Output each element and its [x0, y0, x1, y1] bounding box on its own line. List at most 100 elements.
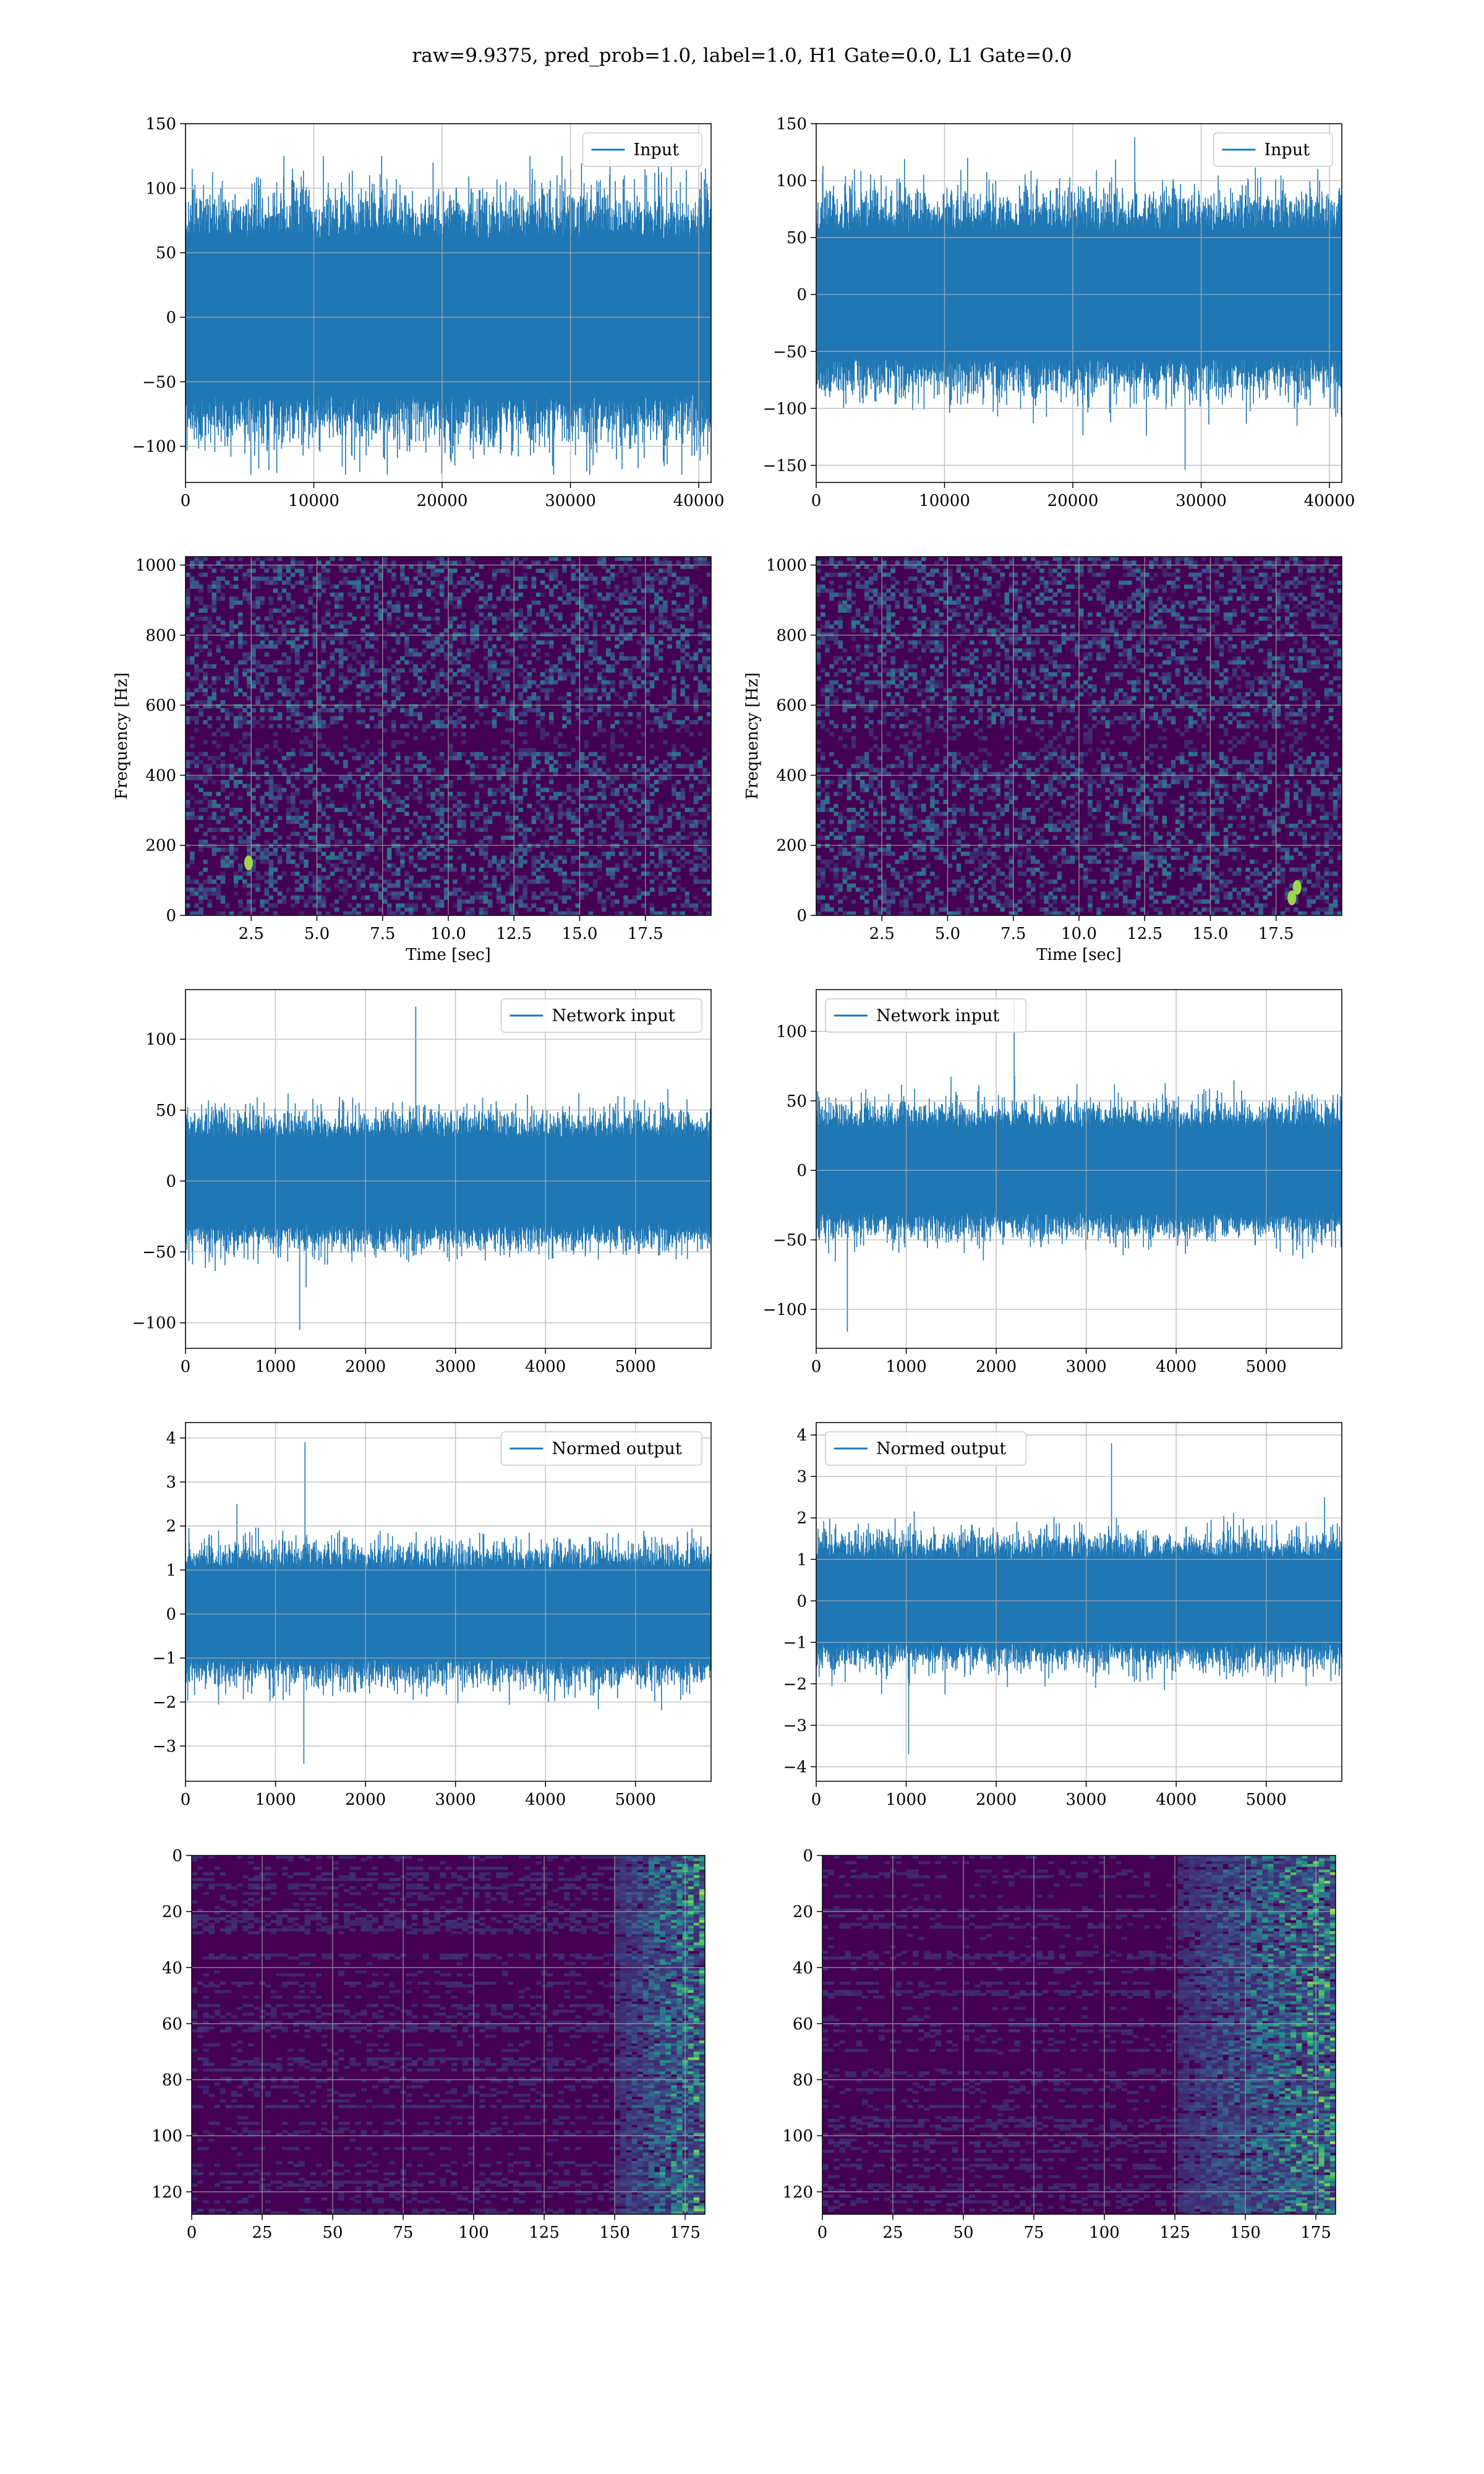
spectrogram-cell	[514, 779, 519, 784]
spectrogram-cell	[821, 820, 825, 824]
spectrogram-cell	[216, 887, 221, 892]
spectrogram-cell	[916, 604, 922, 609]
legend-box	[582, 132, 702, 167]
spectrogram-cell	[821, 612, 825, 617]
x-tick-label: 12.5	[496, 925, 532, 943]
spectrogram-cell	[579, 787, 585, 792]
spectrogram-cell	[338, 624, 344, 629]
spectrogram-cell	[277, 620, 283, 625]
spectrogram-cell	[571, 588, 576, 593]
spectrogram-cell	[365, 596, 370, 601]
spectrogram-cell	[242, 907, 247, 912]
spectrogram-cell	[352, 616, 357, 621]
spectrogram-cell	[426, 560, 432, 565]
spectrogram-cell	[654, 787, 659, 792]
spectrogram-cell	[264, 632, 270, 637]
spectrogram-cell	[903, 867, 909, 872]
spectrogram-cell	[706, 815, 711, 820]
spectrogram-cell	[610, 688, 615, 693]
spectrogram-cell	[676, 660, 681, 665]
spectrogram-cell	[190, 656, 195, 661]
spectrogram-cell	[404, 880, 409, 884]
spectrogram-cell	[247, 704, 252, 709]
spectrogram-cell	[873, 700, 878, 704]
spectrogram-cell	[816, 652, 821, 657]
spectrogram-cell	[317, 736, 322, 740]
spectrogram-cell	[448, 815, 453, 820]
spectrogram-cell	[882, 851, 887, 856]
spectrogram-cell	[632, 867, 638, 872]
spectrogram-cell	[461, 732, 466, 737]
spectrogram-cell	[886, 847, 891, 852]
spectrogram-cell	[360, 743, 365, 748]
spectrogram-cell	[470, 907, 475, 912]
spectrogram-cell	[330, 823, 335, 828]
spectrogram-cell	[492, 880, 497, 884]
spectrogram-cell	[886, 911, 891, 915]
spectrogram-cell	[352, 644, 357, 649]
spectrogram-cell	[325, 676, 331, 681]
spectrogram-cell	[921, 903, 926, 908]
spectrogram-cell	[207, 776, 212, 781]
spectrogram-cell	[571, 748, 576, 753]
spectrogram-cell	[264, 839, 270, 844]
spectrogram-cell	[672, 660, 676, 665]
spectrogram-cell	[203, 660, 208, 665]
spectrogram-cell	[895, 644, 900, 649]
spectrogram-cell	[220, 724, 226, 729]
spectrogram-cell	[216, 743, 221, 748]
spectrogram-cell	[601, 576, 607, 581]
spectrogram-cell	[233, 692, 239, 697]
spectrogram-cell	[825, 688, 830, 693]
spectrogram-cell	[277, 680, 283, 685]
spectrogram-cell	[422, 903, 427, 908]
spectrogram-cell	[291, 600, 296, 605]
spectrogram-cell	[247, 596, 252, 601]
spectrogram-cell	[531, 855, 537, 860]
spectrogram-cell	[457, 907, 462, 912]
spectrogram-cell	[575, 596, 580, 601]
spectrogram-cell	[527, 748, 532, 753]
spectrogram-cell	[916, 855, 922, 860]
spectrogram-cell	[492, 568, 497, 573]
spectrogram-cell	[584, 564, 589, 569]
spectrogram-cell	[264, 772, 270, 776]
spectrogram-cell	[304, 800, 309, 805]
spectrogram-cell	[672, 700, 676, 704]
spectrogram-cell	[697, 732, 703, 737]
spectrogram-cell	[317, 572, 322, 577]
spectrogram-cell	[522, 751, 527, 756]
spectrogram-cell	[566, 839, 571, 844]
spectrogram-cell	[453, 811, 458, 816]
spectrogram-cell	[632, 692, 638, 697]
spectrogram-cell	[522, 891, 527, 896]
spectrogram-cell	[409, 895, 414, 900]
spectrogram-cell	[317, 672, 322, 677]
spectrogram-cell	[623, 560, 628, 565]
spectrogram-cell	[846, 608, 852, 613]
spectrogram-cell	[338, 867, 344, 872]
spectrogram-cell	[912, 680, 918, 685]
spectrogram-cell	[190, 880, 195, 884]
spectrogram-cell	[632, 831, 638, 836]
spectrogram-cell	[597, 704, 602, 709]
spectrogram-cell	[386, 568, 392, 573]
spectrogram-cell	[238, 716, 243, 721]
spectrogram-cell	[859, 779, 865, 784]
spectrogram-cell	[461, 751, 466, 756]
spectrogram-cell	[873, 903, 878, 908]
spectrogram-cell	[579, 795, 585, 800]
spectrogram-cell	[396, 800, 401, 805]
spectrogram-cell	[672, 572, 676, 577]
spectrogram-cell	[352, 820, 357, 824]
spectrogram-cell	[264, 907, 270, 912]
spectrogram-cell	[834, 640, 838, 645]
spectrogram-cell	[829, 907, 834, 912]
spectrogram-cell	[453, 616, 458, 621]
spectrogram-cell	[479, 867, 484, 872]
spectrogram-cell	[558, 792, 563, 797]
spectrogram-cell	[391, 576, 396, 581]
spectrogram-cell	[194, 828, 199, 833]
spectrogram-cell	[317, 708, 322, 713]
